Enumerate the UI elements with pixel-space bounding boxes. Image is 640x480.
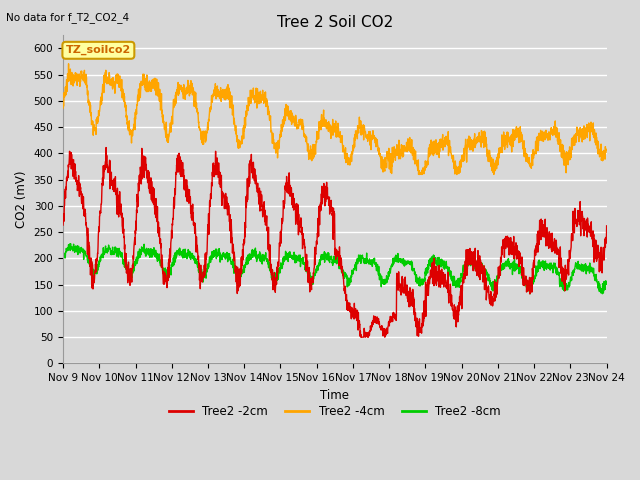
Title: Tree 2 Soil CO2: Tree 2 Soil CO2 bbox=[276, 15, 393, 30]
Legend: Tree2 -2cm, Tree2 -4cm, Tree2 -8cm: Tree2 -2cm, Tree2 -4cm, Tree2 -8cm bbox=[164, 401, 506, 423]
Y-axis label: CO2 (mV): CO2 (mV) bbox=[15, 170, 28, 228]
Text: No data for f_T2_CO2_4: No data for f_T2_CO2_4 bbox=[6, 12, 129, 23]
X-axis label: Time: Time bbox=[321, 389, 349, 402]
Text: TZ_soilco2: TZ_soilco2 bbox=[66, 45, 131, 56]
